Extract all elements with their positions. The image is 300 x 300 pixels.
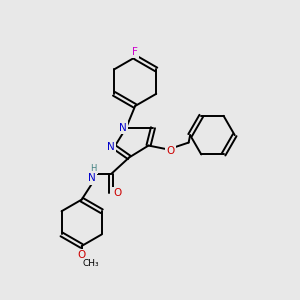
Text: F: F <box>132 47 138 57</box>
Text: CH₃: CH₃ <box>82 259 99 268</box>
Text: N: N <box>107 142 115 152</box>
Text: O: O <box>114 188 122 198</box>
Text: H: H <box>90 164 97 173</box>
Text: N: N <box>88 173 96 183</box>
Text: O: O <box>77 250 86 260</box>
Text: N: N <box>119 123 127 133</box>
Text: O: O <box>167 146 175 157</box>
